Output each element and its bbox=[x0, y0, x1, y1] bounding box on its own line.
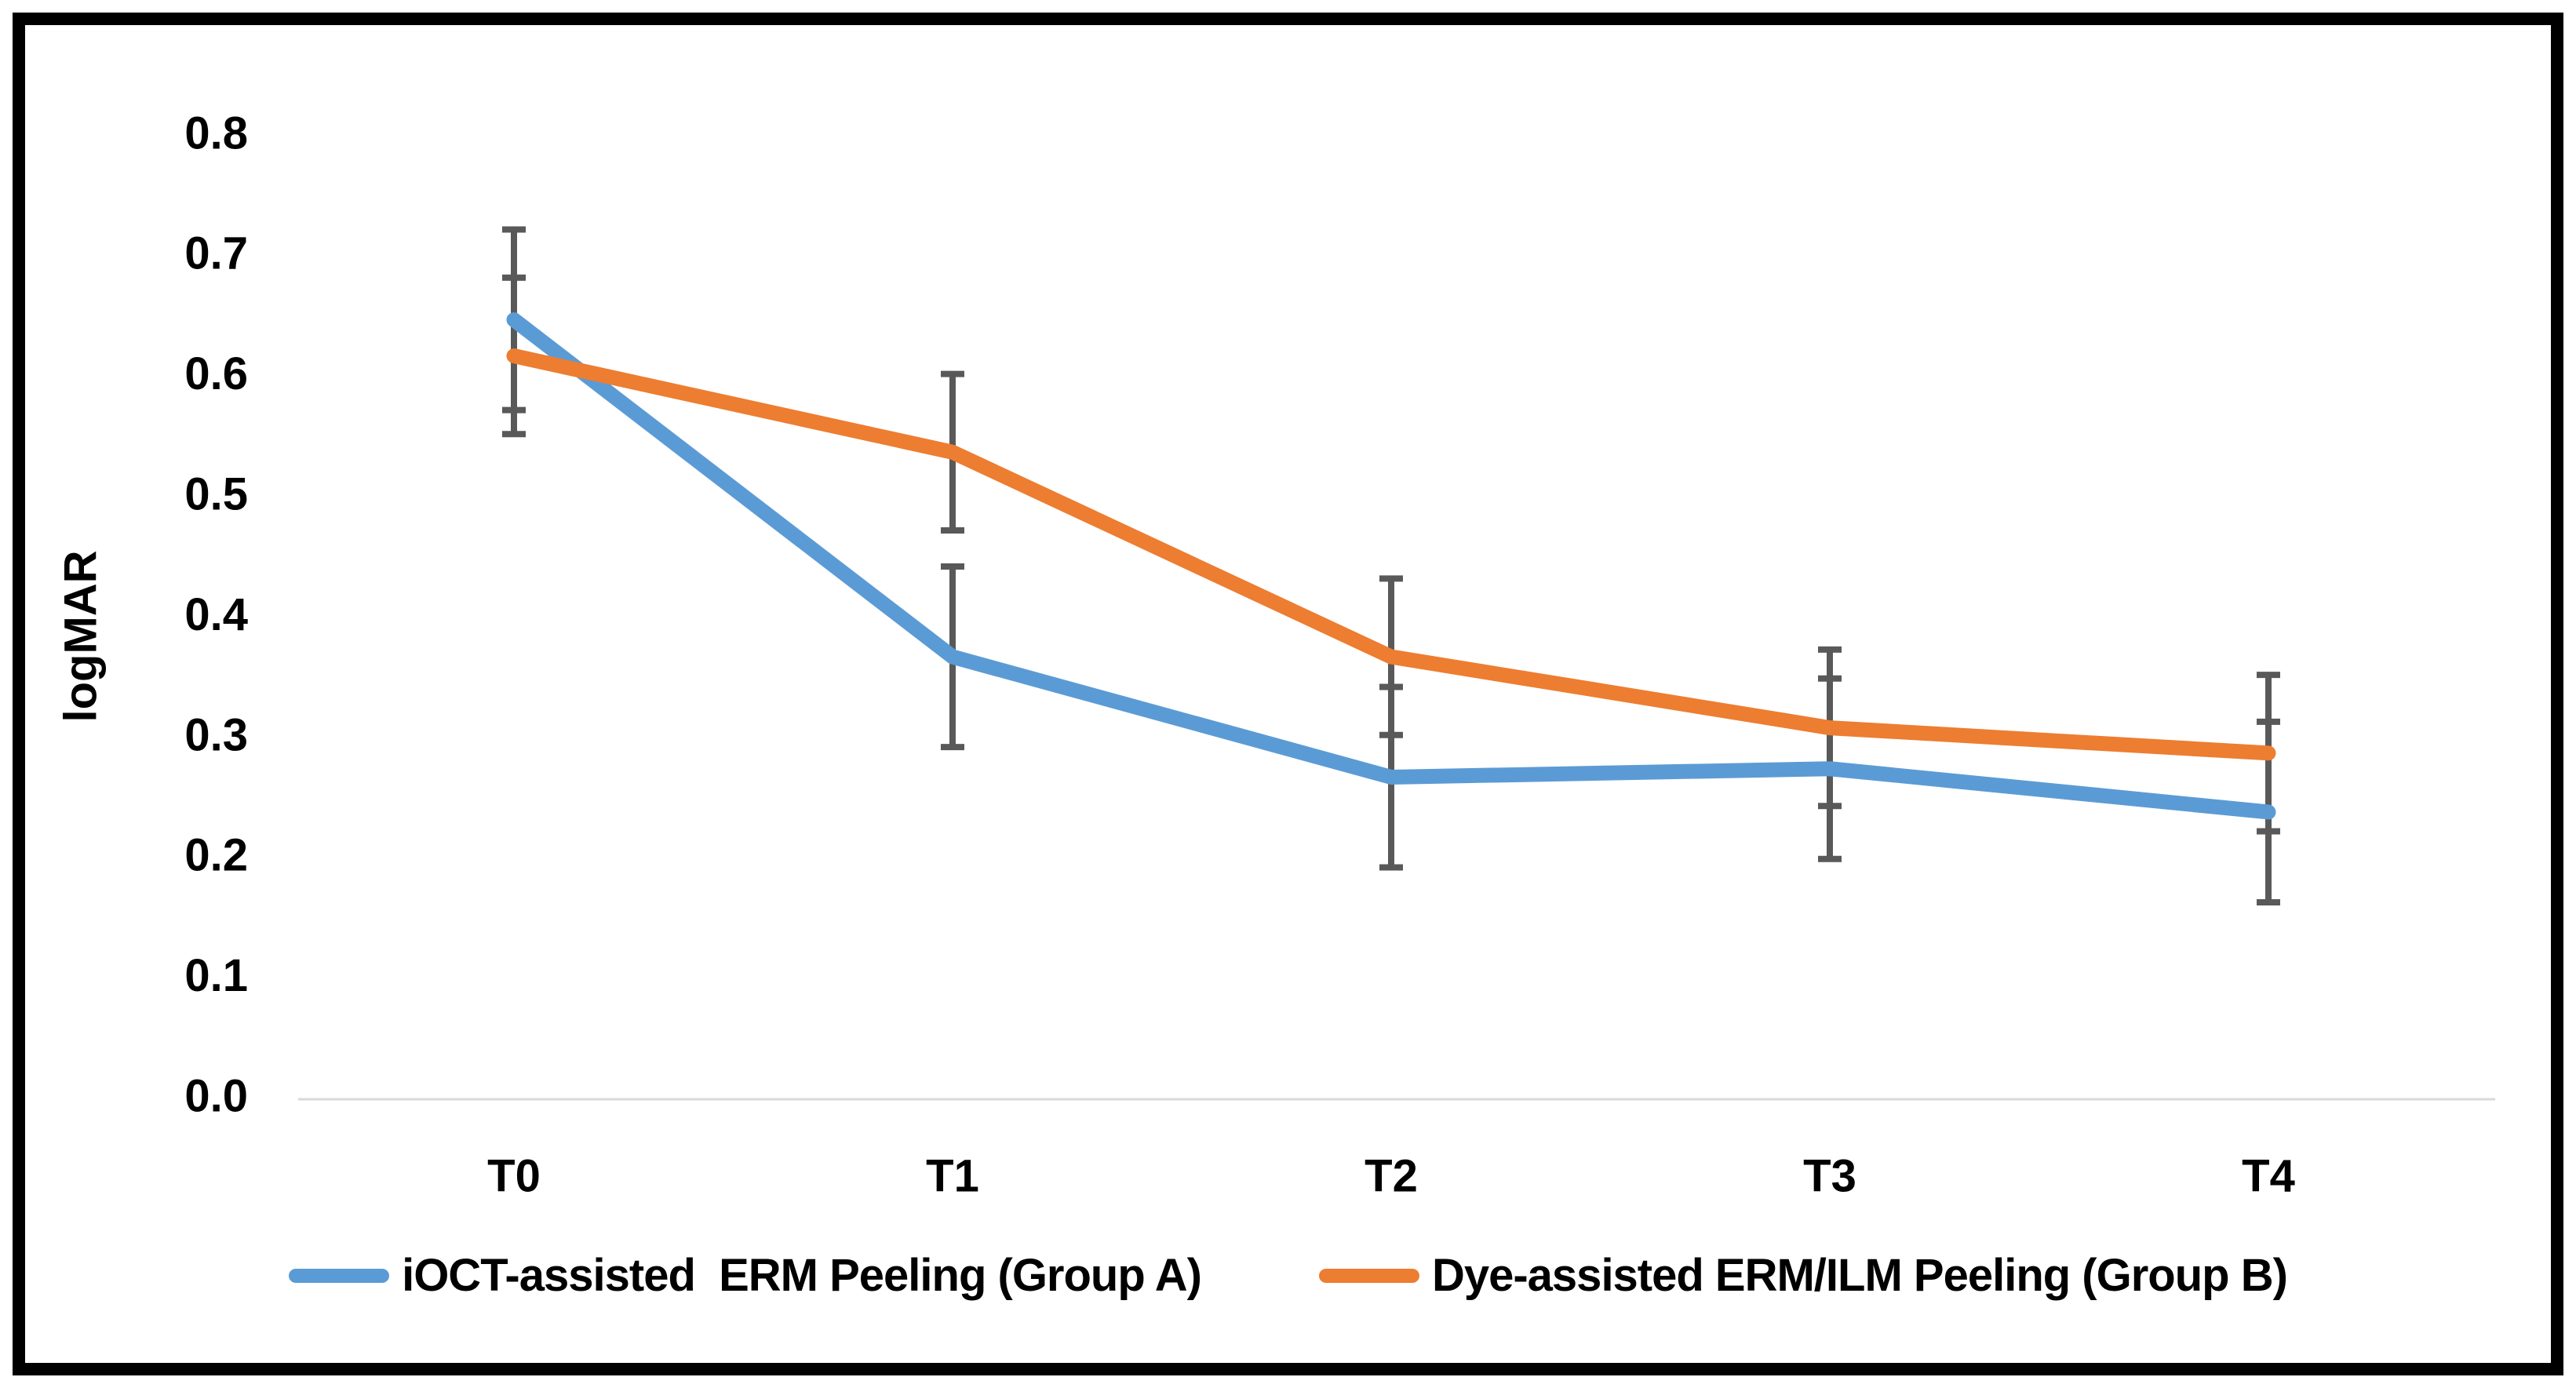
y-tick-label: 0.6 bbox=[184, 348, 248, 399]
legend-label-group-b: Dye-assisted ERM/ILM Peeling (Group B) bbox=[1431, 1250, 2288, 1301]
chart-legend: iOCT-assisted ERM Peeling (Group A) Dye-… bbox=[0, 1249, 2576, 1302]
y-tick-label: 0.4 bbox=[184, 589, 248, 640]
y-tick-label: 0.5 bbox=[184, 469, 248, 520]
y-tick-label: 0.8 bbox=[184, 107, 248, 158]
legend-swatch-group-a-icon bbox=[289, 1268, 390, 1283]
series-line-group-a bbox=[506, 312, 2276, 820]
y-axis-title: logMAR bbox=[56, 550, 107, 722]
x-category-label: T4 bbox=[2242, 1151, 2295, 1202]
x-category-label: T1 bbox=[926, 1151, 979, 1202]
y-tick-label: 0.1 bbox=[184, 950, 248, 1001]
chart-outer-border bbox=[13, 13, 2563, 1375]
y-tick-label: 0.3 bbox=[184, 709, 248, 760]
x-category-label: T0 bbox=[487, 1151, 541, 1202]
legend-label-group-a: iOCT-assisted ERM Peeling (Group A) bbox=[402, 1250, 1202, 1301]
legend-swatch-group-b-icon bbox=[1318, 1268, 1419, 1283]
y-tick-label: 0.2 bbox=[184, 830, 248, 881]
x-category-label: T3 bbox=[1803, 1151, 1856, 1202]
y-tick-label: 0.7 bbox=[184, 228, 248, 279]
x-category-label: T2 bbox=[1365, 1151, 1418, 1202]
legend-item-group-a: iOCT-assisted ERM Peeling (Group A) bbox=[289, 1249, 1202, 1302]
legend-item-group-b: Dye-assisted ERM/ILM Peeling (Group B) bbox=[1318, 1249, 2288, 1302]
series-line-group-b bbox=[506, 348, 2276, 761]
y-tick-label: 0.0 bbox=[184, 1071, 248, 1122]
